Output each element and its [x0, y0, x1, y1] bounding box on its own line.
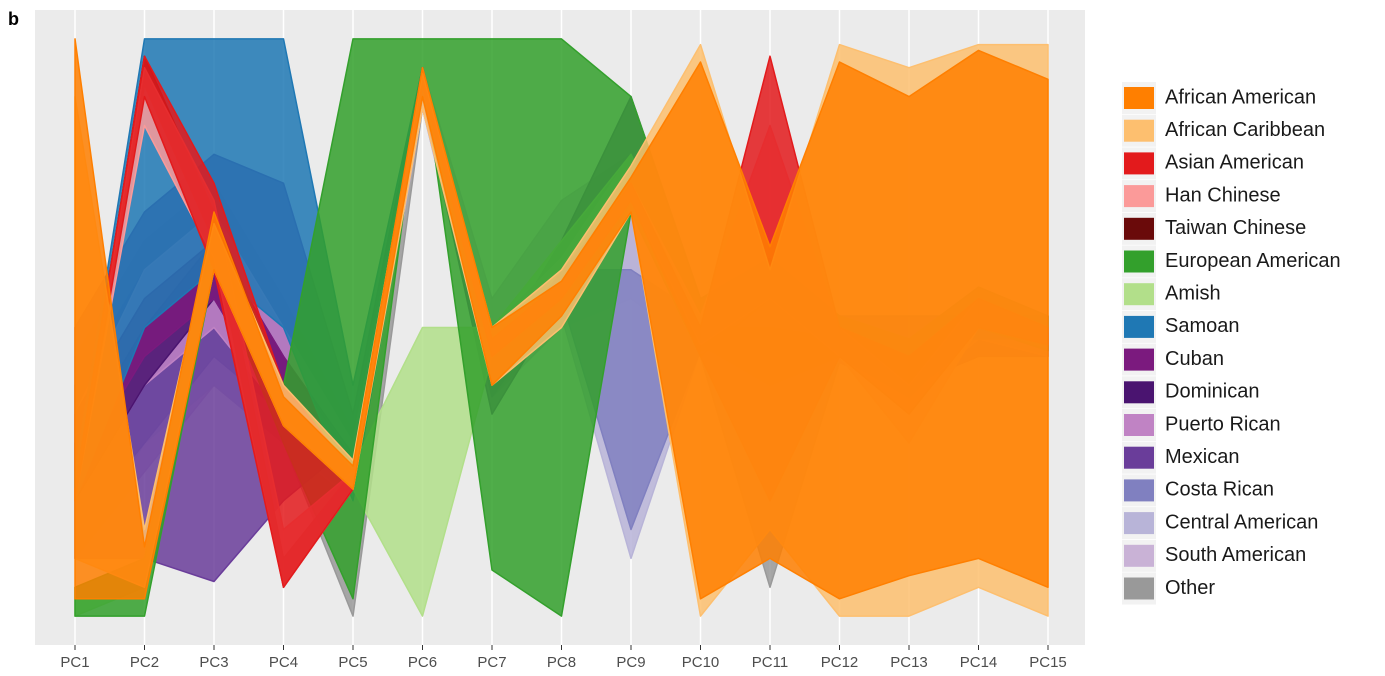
legend-key	[1124, 315, 1154, 338]
legend-label: European American	[1165, 250, 1341, 272]
legend-key	[1124, 250, 1154, 273]
legend-key	[1124, 544, 1154, 567]
x-tick-label: PC6	[408, 654, 437, 671]
x-tick-label: PC2	[130, 654, 159, 671]
legend-label: Dominican	[1165, 381, 1259, 403]
legend-key	[1124, 185, 1154, 208]
x-tick-label: PC7	[477, 654, 506, 671]
legend-label: Cuban	[1165, 348, 1224, 370]
legend-key	[1124, 283, 1154, 306]
legend-label: African Caribbean	[1165, 119, 1325, 141]
legend-key	[1124, 381, 1154, 404]
x-tick-label: PC1	[60, 654, 89, 671]
legend-key	[1124, 479, 1154, 502]
legend-key	[1124, 87, 1154, 109]
legend-key	[1124, 152, 1154, 175]
x-tick-label: PC5	[338, 654, 367, 671]
legend-label: Asian American	[1165, 152, 1304, 174]
legend-key	[1124, 348, 1154, 371]
panel-label: b	[8, 9, 19, 29]
legend-label: Other	[1165, 577, 1215, 599]
legend-label: Samoan	[1165, 315, 1240, 337]
legend-key	[1124, 414, 1154, 436]
legend-label: Costa Rican	[1165, 479, 1274, 501]
x-tick-label: PC10	[682, 654, 720, 671]
legend-label: Amish	[1165, 282, 1221, 304]
x-tick-label: PC3	[199, 654, 228, 671]
legend-key	[1124, 512, 1154, 535]
legend-label: South American	[1165, 544, 1306, 566]
x-tick-label: PC8	[547, 654, 576, 671]
legend-label: African American	[1165, 86, 1316, 108]
x-tick-label: PC11	[752, 654, 788, 671]
legend-key	[1124, 577, 1154, 600]
x-tick-label: PC9	[616, 654, 645, 671]
legend-label: Central American	[1165, 511, 1318, 533]
legend-key	[1124, 217, 1154, 240]
legend-label: Han Chinese	[1165, 184, 1281, 206]
x-tick-label: PC15	[1029, 654, 1067, 671]
legend-label: Taiwan Chinese	[1165, 217, 1306, 239]
legend-key	[1124, 119, 1154, 142]
legend-key	[1124, 446, 1154, 469]
x-tick-label: PC13	[890, 654, 928, 671]
legend-label: Mexican	[1165, 446, 1239, 468]
group-band	[74, 38, 1049, 600]
x-tick-label: PC4	[269, 654, 298, 671]
legend-label: Puerto Rican	[1165, 413, 1281, 435]
x-tick-label: PC14	[960, 654, 998, 671]
x-tick-label: PC12	[821, 654, 859, 671]
